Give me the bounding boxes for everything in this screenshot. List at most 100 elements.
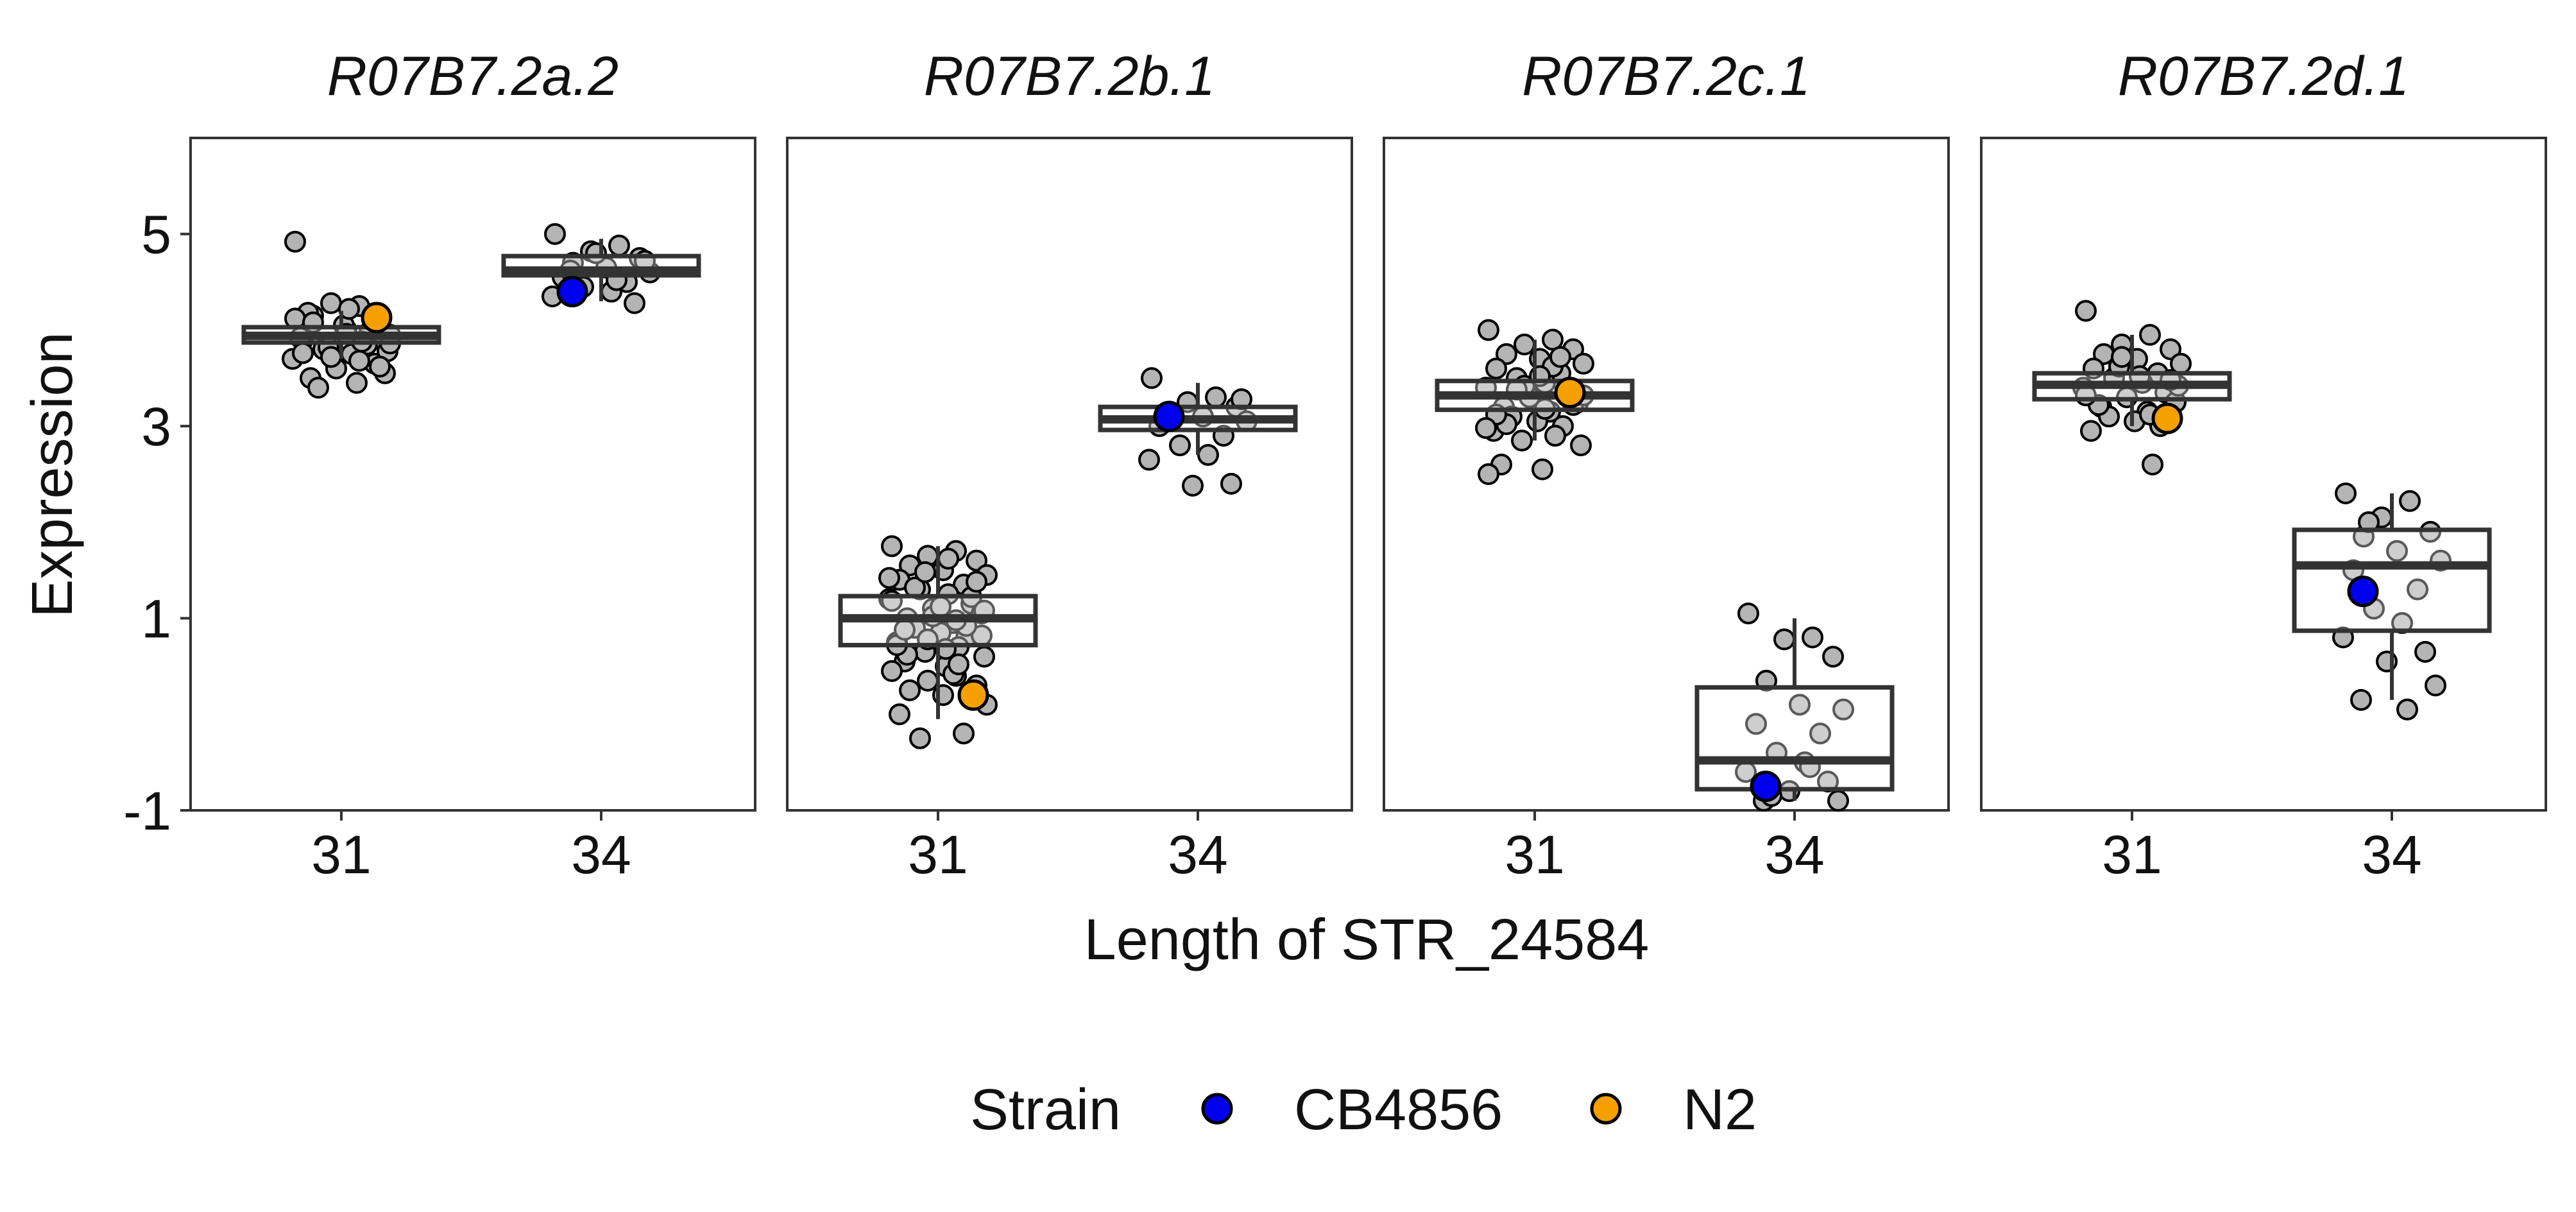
data-point [348, 350, 370, 372]
data-point [1511, 429, 1533, 452]
x-axis-title: Length of STR_24584 [1084, 908, 1650, 972]
data-point [899, 679, 921, 701]
y-axis-title: Expression [21, 332, 85, 617]
data-point [346, 371, 368, 394]
data-point [320, 346, 342, 368]
y-tick-label: 3 [141, 397, 171, 457]
data-point [369, 355, 391, 378]
data-point [2142, 454, 2163, 476]
panel-title: R07B7.2d.1 [2118, 46, 2409, 107]
data-point [881, 535, 903, 558]
panel-r07b7-2d-1: R07B7.2d.1 31 34 [1980, 46, 2547, 885]
data-point [1570, 434, 1592, 457]
data-point [2335, 482, 2357, 504]
y-tick-label: 5 [141, 205, 171, 265]
data-point [1514, 333, 1535, 355]
data-point [2350, 688, 2372, 711]
legend-label-n2: N2 [1683, 1078, 1757, 1142]
panel-r07b7-2c-1: R07B7.2c.1 31 34 [1383, 46, 1950, 885]
panel-border [189, 137, 756, 812]
data-point [966, 549, 987, 572]
strain-point-n2 [1554, 377, 1586, 409]
data-point [624, 292, 645, 314]
x-tick-label: 31 [1505, 824, 1564, 885]
strain-point-n2 [361, 302, 393, 334]
data-point [2407, 578, 2428, 601]
panel-r07b7-2a-2: R07B7.2a.2 31 34 [189, 46, 756, 885]
data-point [608, 234, 630, 257]
x-tick-label: 34 [1168, 824, 1227, 885]
data-point [292, 342, 314, 364]
data-point [1773, 628, 1795, 651]
data-point [1789, 694, 1811, 716]
y-tick-label: -1 [123, 781, 171, 841]
panel-title: R07B7.2a.2 [327, 46, 618, 107]
data-point [2160, 338, 2181, 361]
x-tick-label: 31 [311, 824, 371, 885]
data-point [878, 567, 900, 589]
data-point [889, 703, 910, 726]
data-point [1478, 319, 1499, 341]
data-point [1478, 463, 1499, 485]
strain-point-cb4856 [1750, 771, 1782, 803]
panel-border [786, 137, 1353, 812]
data-point [1496, 343, 1517, 365]
data-point [881, 660, 903, 682]
data-point [1809, 722, 1831, 745]
x-tick-label: 31 [2102, 824, 2162, 885]
y-tick-label: 1 [141, 589, 171, 649]
strain-point-n2 [957, 679, 989, 711]
chart-panels: R07B7.2a.2 31 34 R07B7.2b.1 31 34 R07B7.2c.1 31… [189, 46, 2547, 885]
x-tick-label: 31 [908, 824, 968, 885]
data-point [948, 653, 969, 676]
data-point [1745, 713, 1767, 735]
x-tick-label: 34 [2362, 824, 2421, 885]
data-point [1138, 448, 1160, 471]
data-point [1141, 367, 1163, 389]
data-point [1827, 790, 1849, 812]
strain-point-cb4856 [556, 276, 588, 308]
data-point [2075, 300, 2097, 322]
panel-r07b7-2b-1: R07B7.2b.1 31 34 [786, 46, 1353, 885]
legend-key-cb4856 [1201, 1093, 1233, 1125]
data-point [1197, 444, 1219, 466]
data-point [544, 223, 566, 245]
legend-title: Strain [970, 1078, 1121, 1142]
data-point [1737, 602, 1759, 625]
data-point [2386, 540, 2408, 562]
data-point [1205, 386, 1227, 409]
data-point [973, 645, 995, 668]
data-point [1573, 352, 1594, 375]
data-point [2425, 674, 2446, 697]
data-point [338, 298, 360, 320]
panel-border [1980, 137, 2547, 812]
panel-title: R07B7.2b.1 [924, 46, 1215, 107]
legend-key-n2 [1590, 1093, 1622, 1125]
y-axis: -1 1 3 5 [123, 205, 191, 841]
data-point [2139, 323, 2161, 346]
data-point [1802, 626, 1823, 649]
data-point [2396, 698, 2418, 721]
data-point [966, 570, 987, 593]
data-point [953, 722, 975, 745]
data-point [1169, 434, 1191, 457]
data-point [307, 377, 329, 399]
data-point [2414, 640, 2436, 663]
strain-point-n2 [2151, 402, 2183, 434]
data-point [1485, 357, 1507, 380]
panel-title: R07B7.2c.1 [1522, 46, 1810, 107]
data-point [914, 561, 936, 583]
legend: Strain CB4856 N2 [970, 1078, 1757, 1142]
data-point [909, 727, 931, 749]
data-point [2111, 346, 2133, 368]
data-point [1544, 425, 1566, 447]
strain-point-cb4856 [2347, 576, 2379, 608]
data-point [320, 292, 342, 314]
data-point [917, 669, 939, 692]
data-point [2399, 490, 2421, 512]
data-point [1531, 458, 1553, 481]
data-point [1832, 698, 1854, 721]
data-point [1182, 474, 1204, 497]
x-tick-label: 34 [1764, 824, 1824, 885]
